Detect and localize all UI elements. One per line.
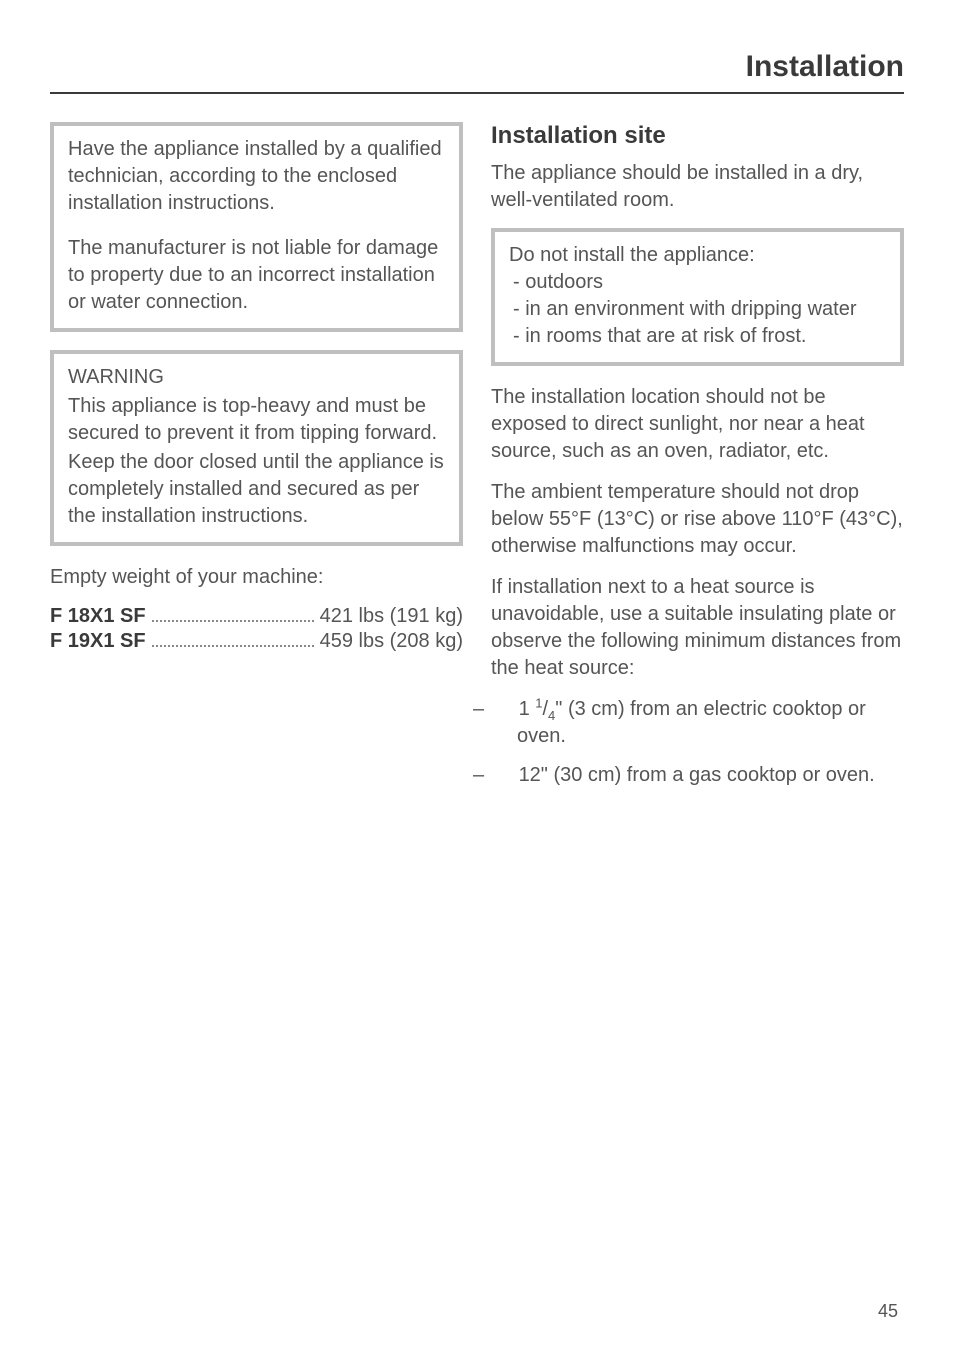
list-item: - in rooms that are at risk of frost.	[509, 323, 888, 350]
list-item: - in an environment with dripping water	[509, 296, 888, 323]
weight-model: F 18X1 SF	[50, 605, 146, 628]
do-not-install-list: - outdoors - in an environment with drip…	[509, 269, 888, 350]
section-title: Installation site	[491, 122, 904, 150]
weight-row: F 18X1 SF 421 lbs (191 kg)	[50, 605, 463, 628]
site-p3: The ambient temperature should not drop …	[491, 479, 904, 560]
distance-item: – 1 1/4" (3 cm) from an electric cooktop…	[491, 696, 904, 750]
warning-heading: WARNING	[68, 364, 447, 391]
page-title: Installation	[50, 50, 904, 94]
text-columns: Have the appliance installed by a qualif…	[50, 122, 904, 801]
right-column: Installation site The appliance should b…	[491, 122, 904, 801]
site-p1: The appliance should be installed in a d…	[491, 160, 904, 214]
distance-pre: 1	[519, 698, 536, 720]
distance-text: 12" (30 cm) from a gas cooktop or oven.	[519, 764, 875, 786]
install-notice-callout: Have the appliance installed by a qualif…	[50, 122, 463, 332]
weight-model: F 19X1 SF	[50, 630, 146, 653]
left-column: Have the appliance installed by a qualif…	[50, 122, 463, 801]
do-not-install-callout: Do not install the appliance: - outdoors…	[491, 228, 904, 366]
weight-value: 421 lbs (191 kg)	[320, 605, 463, 628]
site-p4: If installation next to a heat source is…	[491, 574, 904, 682]
warning-callout: WARNING This appliance is top-heavy and …	[50, 350, 463, 546]
dot-leader	[152, 620, 314, 622]
do-not-install-lead: Do not install the appliance:	[509, 242, 888, 269]
fraction-num: 1	[535, 695, 542, 710]
distance-list: – 1 1/4" (3 cm) from an electric cooktop…	[491, 696, 904, 789]
distance-item: – 12" (30 cm) from a gas cooktop or oven…	[491, 762, 904, 789]
list-item: - outdoors	[509, 269, 888, 296]
weight-row: F 19X1 SF 459 lbs (208 kg)	[50, 630, 463, 653]
warning-p1: This appliance is top-heavy and must be …	[68, 393, 447, 447]
site-p2: The installation location should not be …	[491, 384, 904, 465]
page-number: 45	[878, 1301, 898, 1322]
install-notice-p2: The manufacturer is not liable for damag…	[68, 235, 447, 316]
warning-p2: Keep the door closed until the appliance…	[68, 449, 447, 530]
dot-leader	[152, 645, 314, 647]
install-notice-p1: Have the appliance installed by a qualif…	[68, 136, 447, 217]
weights-list: F 18X1 SF 421 lbs (191 kg) F 19X1 SF 459…	[50, 605, 463, 653]
distance-post: " (3 cm) from an electric cooktop or ove…	[517, 698, 866, 747]
weight-intro: Empty weight of your machine:	[50, 564, 463, 591]
weight-value: 459 lbs (208 kg)	[320, 630, 463, 653]
